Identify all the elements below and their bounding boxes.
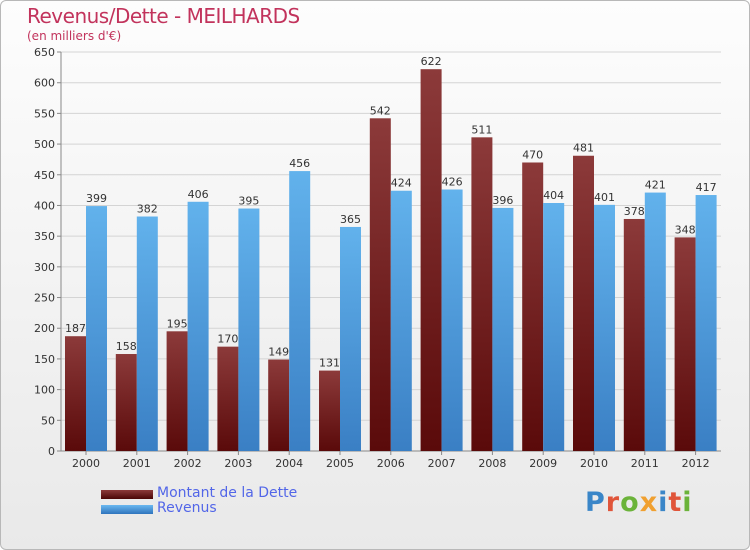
x-axis: 2000 2001 2002 2003 2004 2005 2006 2007 2008 2009… (72, 451, 710, 470)
data-label-dette: 470 (522, 148, 543, 161)
x-tick-label: 2004 (275, 457, 303, 470)
data-labels: 187 399 158 382 195 406 170 395 149 456 131 365 542 4… (65, 55, 717, 369)
x-tick-label: 2008 (478, 457, 506, 470)
data-label-revenus: 396 (492, 194, 513, 207)
logo-letter: P (585, 487, 606, 518)
data-label-revenus: 365 (340, 213, 361, 226)
legend-label-revenus: Revenus (157, 500, 217, 516)
data-label-dette: 622 (421, 55, 442, 68)
bar-revenus-2010 (594, 204, 615, 451)
data-label-dette: 158 (116, 340, 137, 353)
bar-dette-2002 (166, 331, 188, 451)
data-label-revenus: 399 (86, 192, 107, 205)
data-label-revenus: 395 (238, 195, 259, 208)
bar-revenus-2011 (644, 192, 666, 451)
data-label-dette: 170 (217, 333, 238, 346)
bar-revenus-2004 (289, 171, 311, 451)
data-label-dette: 131 (319, 357, 340, 370)
data-label-dette: 149 (268, 346, 289, 359)
y-tick-label: 200 (34, 322, 55, 335)
x-tick-label: 2011 (631, 457, 659, 470)
logo-letter: i (658, 487, 669, 518)
data-label-dette: 378 (624, 205, 645, 218)
bar-revenus-2006 (390, 190, 412, 451)
y-tick-label: 100 (34, 384, 55, 397)
proxiti-logo: Proxiti (585, 487, 693, 518)
data-label-dette: 481 (573, 142, 594, 155)
bar-revenus-2009 (543, 203, 565, 451)
bar-revenus-2012 (695, 195, 717, 451)
logo-letter: t (668, 487, 683, 518)
y-tick-label: 400 (34, 199, 55, 212)
data-label-dette: 187 (65, 322, 86, 335)
data-label-revenus: 417 (696, 181, 717, 194)
y-tick-label: 500 (34, 138, 55, 151)
bar-revenus-2001 (136, 216, 158, 451)
x-tick-label: 2001 (123, 457, 151, 470)
data-label-revenus: 406 (188, 188, 209, 201)
logo-letter: i (682, 487, 693, 518)
data-label-revenus: 404 (543, 189, 564, 202)
x-tick-label: 2012 (682, 457, 710, 470)
x-tick-label: 2006 (377, 457, 405, 470)
bar-dette-2009 (522, 162, 544, 451)
chart-title: Revenus/Dette - MEILHARDS (27, 4, 300, 28)
bar-dette-2010 (573, 155, 594, 452)
bar-revenus-2008 (492, 207, 514, 451)
y-tick-label: 650 (34, 46, 55, 59)
x-tick-label: 2003 (224, 457, 252, 470)
logo-letter: o (620, 487, 640, 518)
data-label-revenus: 456 (289, 157, 310, 170)
data-label-revenus: 421 (645, 179, 666, 192)
x-tick-label: 2005 (326, 457, 354, 470)
x-tick-label: 2010 (580, 457, 608, 470)
bars (65, 69, 717, 452)
logo-letter: r (605, 487, 621, 518)
bar-dette-2003 (217, 346, 239, 451)
bar-revenus-2003 (238, 208, 260, 451)
data-label-revenus: 424 (391, 177, 412, 190)
y-tick-label: 150 (34, 353, 55, 366)
y-tick-label: 450 (34, 169, 55, 182)
legend-swatch-dette (101, 490, 153, 499)
data-label-revenus: 426 (442, 176, 463, 189)
data-label-dette: 348 (675, 223, 696, 236)
y-tick-label: 50 (41, 414, 55, 427)
bar-dette-2008 (471, 137, 493, 451)
data-label-dette: 542 (370, 104, 391, 117)
data-label-dette: 195 (167, 317, 188, 330)
y-tick-label: 250 (34, 292, 55, 305)
bar-dette-2004 (268, 359, 290, 451)
data-label-revenus: 401 (594, 191, 615, 204)
bar-dette-2012 (674, 237, 696, 451)
bar-revenus-2002 (187, 201, 209, 451)
x-tick-label: 2000 (72, 457, 100, 470)
data-label-dette: 511 (471, 123, 492, 136)
bar-dette-2005 (319, 370, 340, 451)
bar-revenus-2000 (86, 206, 107, 451)
y-tick-label: 0 (48, 445, 55, 458)
y-tick-label: 600 (34, 77, 55, 90)
x-tick-label: 2009 (529, 457, 557, 470)
chart-subtitle: (en milliers d'€) (27, 29, 122, 43)
y-tick-label: 300 (34, 261, 55, 274)
bar-dette-2011 (623, 218, 645, 451)
data-label-revenus: 382 (137, 203, 158, 216)
bar-dette-2001 (115, 354, 137, 451)
x-tick-label: 2002 (174, 457, 202, 470)
bar-revenus-2005 (340, 226, 361, 451)
legend-label-dette: Montant de la Dette (157, 485, 298, 501)
legend-swatch-revenus (101, 505, 153, 514)
y-tick-label: 550 (34, 107, 55, 120)
logo-letter: x (639, 487, 659, 518)
bar-dette-2007 (420, 69, 442, 452)
x-tick-label: 2007 (428, 457, 456, 470)
bar-dette-2006 (369, 118, 391, 452)
y-tick-label: 350 (34, 230, 55, 243)
bar-revenus-2007 (441, 189, 463, 452)
bar-dette-2000 (65, 336, 86, 451)
